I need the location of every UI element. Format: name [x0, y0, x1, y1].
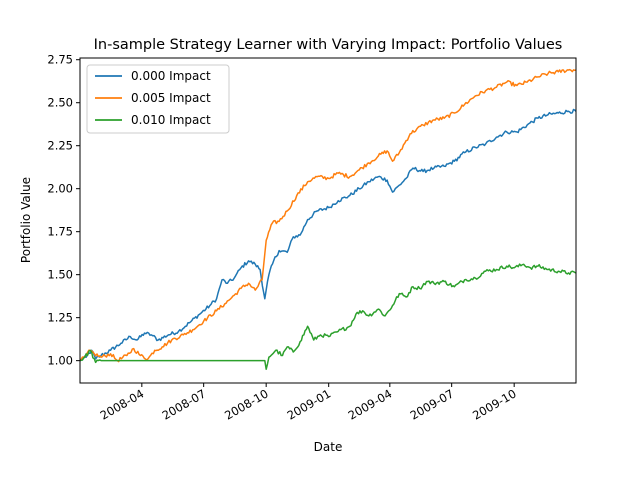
legend-label: 0.000 Impact: [131, 69, 211, 83]
legend-label: 0.010 Impact: [131, 113, 211, 127]
series-line-2: [79, 263, 577, 370]
y-tick-label: 1.00: [47, 354, 73, 368]
series-line-1: [79, 68, 577, 363]
y-tick-label: 2.25: [47, 139, 73, 153]
plot-frame: [79, 57, 577, 384]
y-tick-label: 1.75: [47, 225, 73, 239]
y-tick-label: 2.00: [47, 182, 73, 196]
chart-title: In-sample Strategy Learner with Varying …: [94, 37, 563, 53]
y-tick-label: 2.50: [47, 96, 73, 110]
legend-box: [86, 64, 230, 134]
series-line-0: [79, 108, 577, 362]
series-layer: [79, 68, 577, 370]
y-tick-label: 1.25: [47, 311, 73, 325]
y-axis-label: Portfolio Value: [19, 177, 33, 263]
y-tick-label: 1.50: [47, 268, 73, 282]
y-axis: 1.00 1.25 1.50 1.75 2.00 2.25 2.50 2.75: [47, 53, 80, 368]
legend-label: 0.005 Impact: [131, 91, 211, 105]
legend: 0.000 Impact 0.005 Impact 0.010 Impact: [86, 64, 230, 134]
y-tick-label: 2.75: [47, 53, 73, 67]
x-axis-label: Date: [314, 440, 343, 454]
